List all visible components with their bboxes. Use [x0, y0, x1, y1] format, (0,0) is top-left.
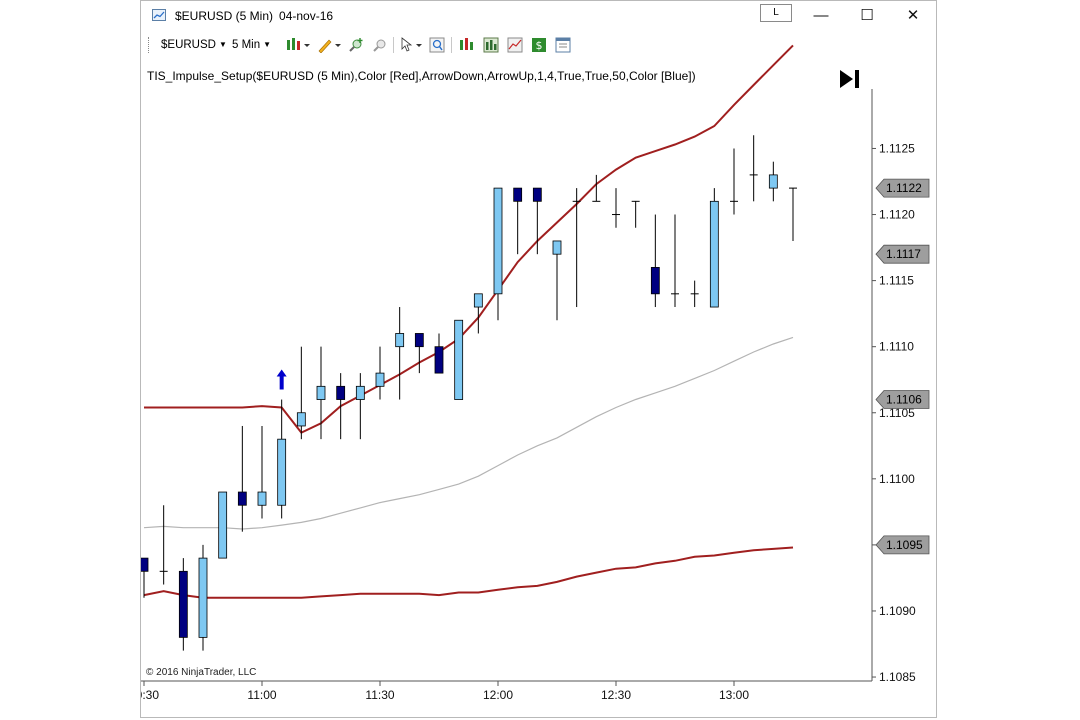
- maximize-button[interactable]: ☐: [860, 7, 874, 24]
- zoom-out-icon[interactable]: [372, 37, 388, 53]
- bar-type-icon[interactable]: [286, 37, 312, 53]
- properties-icon[interactable]: [555, 37, 571, 53]
- copyright-text: © 2016 NinjaTrader, LLC: [146, 667, 257, 678]
- y-tick-label: 1.1090: [879, 604, 916, 618]
- scroll-to-end-icon[interactable]: [839, 69, 861, 89]
- close-button[interactable]: ✕: [906, 7, 920, 24]
- candle-body: [768, 174, 778, 189]
- candle-body: [336, 385, 346, 400]
- chart-app-icon: [152, 9, 166, 21]
- price-marker-label: 1.1122: [886, 181, 922, 195]
- magnifier-icon[interactable]: [429, 37, 445, 53]
- zoom-in-icon[interactable]: [348, 37, 364, 53]
- toolbar-separator: [393, 37, 394, 53]
- candle-body: [141, 557, 149, 572]
- candle-body: [277, 438, 287, 506]
- price-marker: [875, 244, 930, 264]
- candle-body: [552, 240, 562, 255]
- price-marker: [875, 390, 930, 409]
- signal-arrow-up-icon: [276, 369, 287, 390]
- minimize-button[interactable]: —: [813, 7, 829, 24]
- candle-body: [650, 266, 660, 295]
- y-tick-label: 1.1125: [879, 141, 915, 155]
- lower-band-line: [143, 546, 794, 599]
- link-button[interactable]: L: [760, 4, 792, 22]
- price-marker-label: 1.1106: [886, 393, 922, 407]
- candle-body: [375, 372, 385, 387]
- candle-body: [218, 491, 228, 559]
- chart-window: $EURUSD (5 Min) 04-nov-16 L — ☐ ✕ $EURUSD…: [140, 0, 937, 718]
- price-marker-label: 1.1095: [886, 538, 923, 552]
- midline: [143, 336, 794, 530]
- y-tick-label: 1.1100: [879, 472, 915, 486]
- x-tick-label: 12:30: [601, 688, 631, 702]
- candle-body: [198, 557, 208, 638]
- candle-body: [296, 412, 306, 427]
- y-tick-label: 1.1115: [879, 274, 914, 288]
- price-marker: [875, 178, 930, 198]
- drawing-pencil-icon[interactable]: [317, 37, 343, 53]
- toolbar-separator: [451, 37, 452, 53]
- toolbar-grip[interactable]: [148, 37, 151, 53]
- candle-body: [513, 187, 523, 202]
- chart-toolbar: $EURUSD ▼ 5 Min ▼: [141, 33, 936, 57]
- y-tick-label: 1.1110: [879, 340, 914, 354]
- strategies-icon[interactable]: [459, 37, 475, 53]
- candle-body: [454, 319, 464, 400]
- candle-body: [532, 187, 542, 202]
- candle-body: [709, 200, 719, 308]
- candle-body: [493, 187, 503, 295]
- candle-body: [257, 491, 267, 506]
- x-tick-label: 11:30: [365, 688, 394, 702]
- candle-body: [355, 385, 365, 400]
- price-marker: [875, 535, 930, 555]
- interval-caret-icon: ▼: [263, 40, 272, 49]
- window-title-symbol: $EURUSD (5 Min): [175, 9, 274, 23]
- cursor-icon[interactable]: [399, 37, 425, 53]
- instrument-caret-icon: ▼: [218, 40, 227, 49]
- x-tick-label: 10:30: [141, 688, 159, 702]
- window-title-date: 04-nov-16: [279, 9, 334, 23]
- indicators-icon[interactable]: [483, 37, 499, 53]
- candle-body: [473, 293, 483, 308]
- window-title: $EURUSD (5 Min) 04-nov-16: [175, 9, 333, 23]
- instrument-selector[interactable]: $EURUSD ▼: [161, 37, 227, 53]
- x-tick-label: 12:00: [483, 688, 513, 702]
- y-tick-label: 1.1085: [879, 670, 916, 684]
- price-marker-label: 1.1117: [886, 247, 921, 261]
- candle-body: [395, 333, 405, 348]
- indicator-label: TIS_Impulse_Setup($EURUSD (5 Min),Color …: [147, 69, 696, 83]
- candle-body: [414, 333, 424, 348]
- upper-band-line: [144, 44, 794, 434]
- interval-selector[interactable]: 5 Min ▼: [232, 37, 271, 53]
- price-chart[interactable]: 1.1125 1.1120 1.1115 1.1110 1.1105 1.1100 1.10…: [141, 1, 938, 719]
- candle-body: [237, 491, 247, 506]
- candle-body: [178, 570, 188, 638]
- candle-body: [316, 385, 326, 400]
- interval-label: 5 Min: [232, 39, 261, 51]
- templates-icon[interactable]: [507, 37, 523, 53]
- candle-body: [434, 346, 444, 374]
- title-bar[interactable]: $EURUSD (5 Min) 04-nov-16 L — ☐ ✕: [141, 1, 936, 31]
- y-tick-label: 1.1105: [879, 406, 915, 420]
- instrument-label: $EURUSD: [161, 39, 216, 51]
- x-tick-label: 13:00: [719, 688, 749, 702]
- x-tick-label: 11:00: [247, 688, 276, 702]
- y-tick-label: 1.1120: [879, 208, 915, 222]
- dollar-icon[interactable]: $: [531, 37, 547, 53]
- svg-text:$: $: [536, 39, 543, 52]
